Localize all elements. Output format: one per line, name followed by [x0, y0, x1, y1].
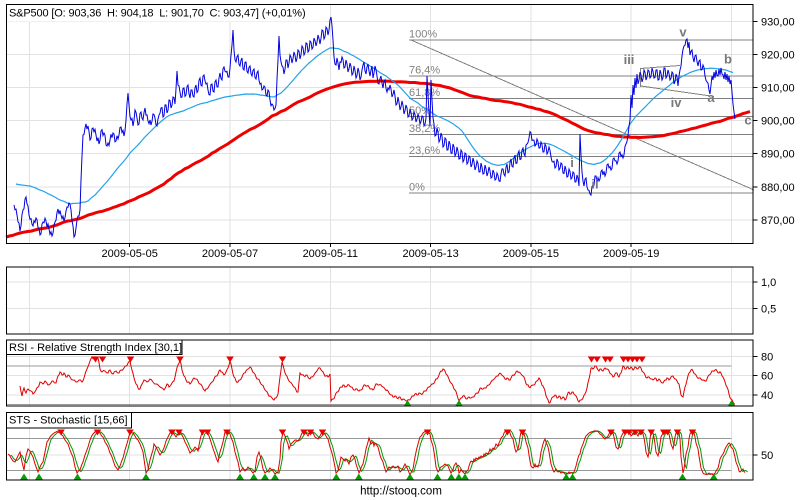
svg-text:S&P500 [O: 903,36 H: 904,18: S&P500 [O: 903,36 H: 904,18 L: 901,70 C:… [9, 8, 305, 20]
svg-text:920,00: 920,00 [761, 49, 795, 61]
svg-text:2009-05-13: 2009-05-13 [402, 248, 458, 260]
svg-text:2009-05-15: 2009-05-15 [503, 248, 559, 260]
svg-text:40: 40 [761, 390, 773, 402]
svg-text:2009-05-11: 2009-05-11 [303, 248, 358, 260]
svg-text:1,0: 1,0 [761, 277, 776, 289]
svg-text:ii: ii [591, 177, 598, 192]
svg-text:61,8%: 61,8% [409, 87, 440, 99]
svg-text:870,00: 870,00 [761, 215, 795, 227]
svg-text:c: c [744, 113, 751, 128]
svg-text:50%: 50% [409, 105, 431, 117]
svg-text:STS - Stochastic [15,66]: STS - Stochastic [15,66] [9, 415, 128, 427]
svg-text:910,00: 910,00 [761, 83, 795, 95]
svg-text:b: b [724, 52, 732, 67]
svg-text:2009-05-07: 2009-05-07 [202, 248, 258, 260]
svg-text:http://stooq.com: http://stooq.com [360, 486, 442, 498]
svg-text:76,4%: 76,4% [409, 64, 440, 76]
svg-text:i: i [570, 155, 574, 170]
svg-text:iii: iii [624, 52, 635, 67]
svg-text:iv: iv [671, 95, 683, 110]
svg-text:50: 50 [761, 450, 773, 462]
svg-text:23,6%: 23,6% [409, 145, 440, 157]
svg-text:890,00: 890,00 [761, 149, 795, 161]
svg-text:930,00: 930,00 [761, 16, 795, 28]
svg-text:38,2%: 38,2% [409, 123, 440, 135]
svg-text:RSI - Relative Strength Index: RSI - Relative Strength Index [30,1] [9, 342, 182, 354]
svg-text:v: v [679, 25, 687, 40]
svg-text:60: 60 [761, 371, 773, 383]
svg-text:2009-05-19: 2009-05-19 [603, 248, 659, 260]
svg-text:0,5: 0,5 [761, 304, 776, 316]
svg-text:900,00: 900,00 [761, 116, 795, 128]
svg-text:a: a [707, 90, 715, 105]
svg-text:2009-05-05: 2009-05-05 [102, 248, 158, 260]
svg-text:880,00: 880,00 [761, 182, 795, 194]
svg-text:80: 80 [761, 351, 773, 363]
svg-text:100%: 100% [409, 28, 437, 40]
svg-text:0%: 0% [409, 181, 425, 193]
